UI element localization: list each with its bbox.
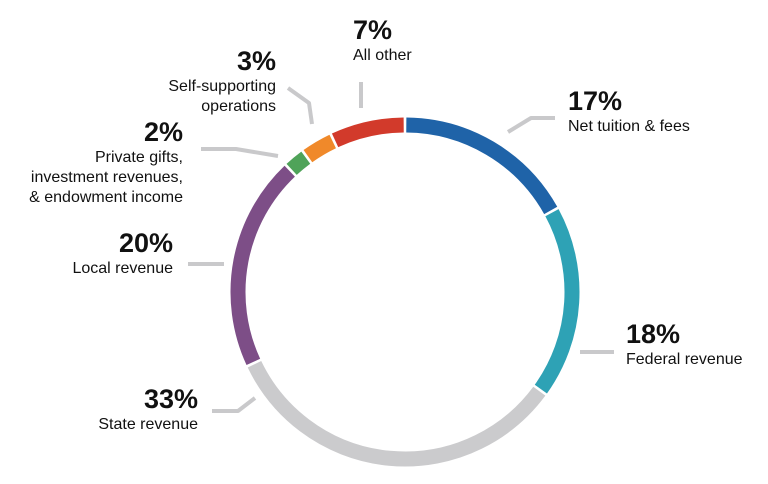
- value-label-net-tuition-fees: 17%: [568, 86, 622, 116]
- value-label-all-other: 7%: [353, 15, 392, 45]
- category-label-net-tuition-fees: Net tuition & fees: [568, 118, 690, 135]
- slice-all-other: [331, 117, 404, 148]
- label-group-private-gifts-investment-revenues-endowment-income: 2% Private gifts, investment revenues, & en…: [29, 117, 183, 206]
- label-group-self-supporting-operations: 3% Self-supporting operations: [168, 46, 276, 115]
- slice-labels: 17% Net tuition & fees 18% Federal revenue 3…: [29, 15, 742, 433]
- label-group-local-revenue: 20% Local revenue: [72, 228, 173, 277]
- category-label-private-gifts-investment-revenues-endowment-income: investment revenues,: [31, 169, 183, 186]
- value-label-federal-revenue: 18%: [626, 319, 680, 349]
- category-label-local-revenue: Local revenue: [72, 260, 173, 277]
- label-group-federal-revenue: 18% Federal revenue: [626, 319, 743, 368]
- leader-line-self-supporting-operations: [286, 86, 314, 125]
- slice-federal-revenue: [534, 209, 580, 394]
- slice-private-gifts-investment-revenues-endowment-income: [286, 151, 311, 175]
- category-label-private-gifts-investment-revenues-endowment-income: & endowment income: [29, 189, 183, 206]
- leader-line-net-tuition-fees: [506, 116, 555, 134]
- slice-self-supporting-operations: [303, 134, 337, 163]
- value-label-self-supporting-operations: 3%: [237, 46, 276, 76]
- category-label-state-revenue: State revenue: [98, 416, 198, 433]
- label-group-all-other: 7% All other: [353, 15, 412, 64]
- value-label-private-gifts-investment-revenues-endowment-income: 2%: [144, 117, 183, 147]
- slice-state-revenue: [247, 361, 546, 467]
- value-label-state-revenue: 33%: [144, 384, 198, 414]
- category-label-private-gifts-investment-revenues-endowment-income: Private gifts,: [95, 149, 183, 166]
- label-group-state-revenue: 33% State revenue: [98, 384, 198, 433]
- slice-local-revenue: [230, 165, 295, 366]
- category-label-self-supporting-operations: Self-supporting: [168, 78, 276, 95]
- category-label-all-other: All other: [353, 47, 412, 64]
- leader-line-state-revenue: [212, 396, 257, 413]
- label-group-net-tuition-fees: 17% Net tuition & fees: [568, 86, 690, 135]
- category-label-federal-revenue: Federal revenue: [626, 351, 743, 368]
- value-label-local-revenue: 20%: [119, 228, 173, 258]
- slice-net-tuition-fees: [406, 117, 558, 215]
- leader-lines: [188, 82, 614, 413]
- leader-line-private-gifts-investment-revenues-endowment-income: [201, 147, 279, 158]
- category-label-self-supporting-operations: operations: [201, 98, 276, 115]
- donut-ring: [230, 117, 580, 467]
